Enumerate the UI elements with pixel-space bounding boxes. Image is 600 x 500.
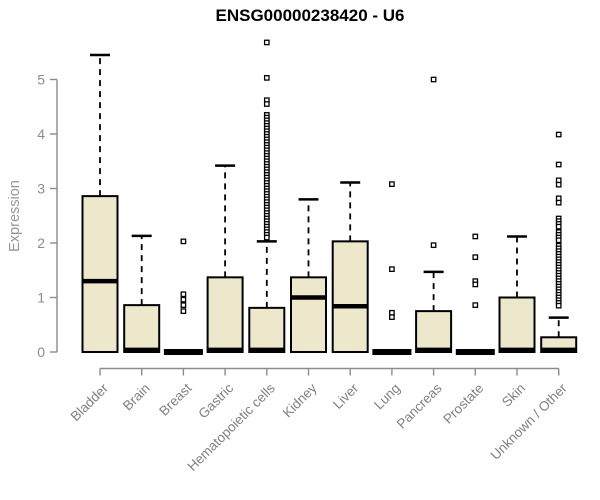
outlier-point	[555, 302, 562, 309]
outlier-point	[389, 181, 395, 187]
y-tick-label: 3	[37, 181, 45, 197]
outlier-point	[180, 291, 187, 298]
x-tick-label: Pancreas	[394, 380, 445, 431]
y-tick-label: 1	[37, 290, 45, 306]
outlier-point	[472, 254, 479, 261]
box	[123, 304, 161, 354]
box	[206, 276, 244, 353]
x-tick-label: Unknown / Other	[488, 380, 571, 463]
outlier-point	[555, 131, 562, 138]
box	[331, 240, 369, 354]
x-tick-label: Brain	[120, 381, 153, 414]
box	[290, 276, 327, 353]
outlier-point	[263, 75, 270, 81]
outlier-point	[180, 238, 187, 245]
outlier-point	[263, 101, 270, 107]
x-tick-label: Liver	[330, 380, 362, 412]
outlier-point	[180, 296, 187, 303]
outlier-point	[430, 242, 437, 249]
outlier-point	[430, 76, 437, 83]
outlier-point	[555, 161, 562, 168]
x-tick-label: Skin	[499, 381, 528, 410]
outlier-point	[472, 302, 479, 308]
y-tick-label: 5	[37, 72, 45, 88]
y-tick-label: 0	[37, 344, 45, 360]
chart-title: ENSG00000238420 - U6	[215, 6, 405, 25]
outlier-point	[263, 39, 270, 46]
outlier-point	[389, 266, 395, 273]
outlier-point	[555, 199, 562, 206]
x-tick-label: Bladder	[68, 380, 112, 424]
outlier-point	[263, 234, 270, 241]
box	[248, 306, 286, 354]
outlier-point	[180, 308, 187, 314]
outlier-point	[472, 233, 479, 240]
outlier-point	[180, 302, 187, 308]
x-tick-label: Lung	[371, 381, 403, 413]
box	[415, 310, 453, 353]
outlier-point	[472, 281, 479, 288]
outlier-point	[389, 314, 395, 320]
outlier-point	[555, 237, 562, 244]
x-tick-label: Gastric	[195, 380, 236, 421]
box	[81, 195, 119, 353]
box	[498, 296, 536, 353]
x-tick-label: Prostate	[440, 381, 486, 427]
outlier-point	[555, 223, 562, 230]
y-tick-label: 4	[37, 126, 45, 142]
x-tick-label: Breast	[156, 380, 194, 418]
outlier-point	[555, 181, 562, 188]
x-tick-label: Kidney	[280, 380, 320, 420]
y-tick-label: 2	[37, 235, 45, 251]
